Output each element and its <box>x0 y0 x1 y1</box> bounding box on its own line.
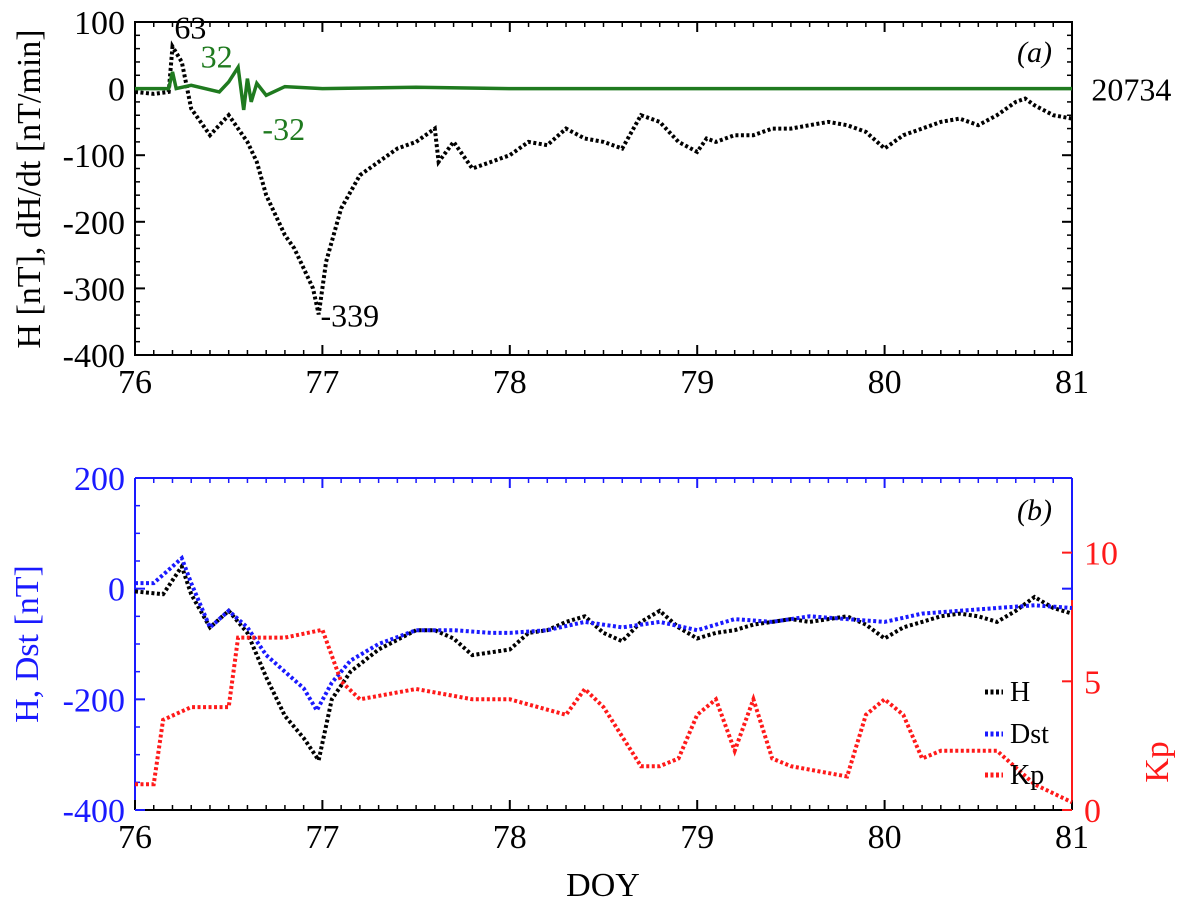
panel-b-y2label: Kp <box>1139 741 1176 783</box>
panel-a-label: (a) <box>1017 36 1052 69</box>
y-tick-label: -100 <box>63 138 125 175</box>
y-tick-label: -400 <box>63 793 125 830</box>
x-tick-label: 80 <box>868 819 902 856</box>
y-tick-label: 0 <box>108 572 125 609</box>
x-tick-label: 80 <box>868 364 902 401</box>
y-tick-label: -200 <box>63 682 125 719</box>
x-tick-label: 78 <box>493 819 527 856</box>
x-tick-label: 81 <box>1055 819 1089 856</box>
x-tick-label: 76 <box>118 364 152 401</box>
legend-label-kp: Kp <box>1010 760 1044 791</box>
panel-a-frame <box>134 21 1073 356</box>
y2-tick-label: 5 <box>1084 664 1101 701</box>
legend: H Dst Kp <box>985 677 1049 791</box>
x-tick-label: 77 <box>305 364 339 401</box>
annotation-label: 63 <box>174 10 206 46</box>
annotation-label: -32 <box>262 111 305 147</box>
series-kp-line <box>135 627 1073 805</box>
panel-a-ylabel: H [nT], dH/dt [nT/min] <box>11 29 48 348</box>
y-tick-label: 0 <box>108 72 125 109</box>
y-tick-label: 200 <box>74 461 125 498</box>
y-tick-label: -400 <box>63 338 125 375</box>
panel-b-ylabel: H, Dst [nT] <box>9 565 46 723</box>
panel-a-ticks <box>134 21 1073 356</box>
legend-label-dst: Dst <box>1010 719 1049 750</box>
y2-tick-label: 10 <box>1084 536 1118 573</box>
panel-b-series <box>134 554 1073 805</box>
panel-b-label: (b) <box>1017 494 1052 527</box>
x-tick-label: 79 <box>680 819 714 856</box>
panel-b-tick-labels: 76 77 78 79 80 81 -400 -200 0 200 0 5 10 <box>63 461 1118 856</box>
x-tick-label: 78 <box>493 364 527 401</box>
panel-b: 76 77 78 79 80 81 -400 -200 0 200 0 5 10 (b) H, Dst … <box>9 461 1176 901</box>
x-tick-label: 77 <box>305 819 339 856</box>
y-tick-label: 100 <box>74 5 125 42</box>
y2-tick-label: 0 <box>1084 793 1101 830</box>
annotation-label: 20734 <box>1091 72 1171 108</box>
x-tick-label: 76 <box>118 819 152 856</box>
x-tick-label: 81 <box>1055 364 1089 401</box>
panel-b-xlabel: DOY <box>566 867 640 901</box>
panel-b-ticks <box>134 477 1073 811</box>
annotation-label: -339 <box>321 297 380 333</box>
y-tick-label: -200 <box>63 205 125 242</box>
annotation-label: 32 <box>201 38 233 74</box>
series-dh-dt-line <box>135 62 1072 111</box>
legend-label-h: H <box>1010 677 1030 708</box>
panel-a-tick-labels: 76 77 78 79 80 81 -400 -300 -200 -100 0 100 <box>63 5 1089 401</box>
y-tick-label: -300 <box>63 271 125 308</box>
panel-a-series <box>134 40 1073 315</box>
x-tick-label: 79 <box>680 364 714 401</box>
series-h-line <box>134 40 1073 315</box>
